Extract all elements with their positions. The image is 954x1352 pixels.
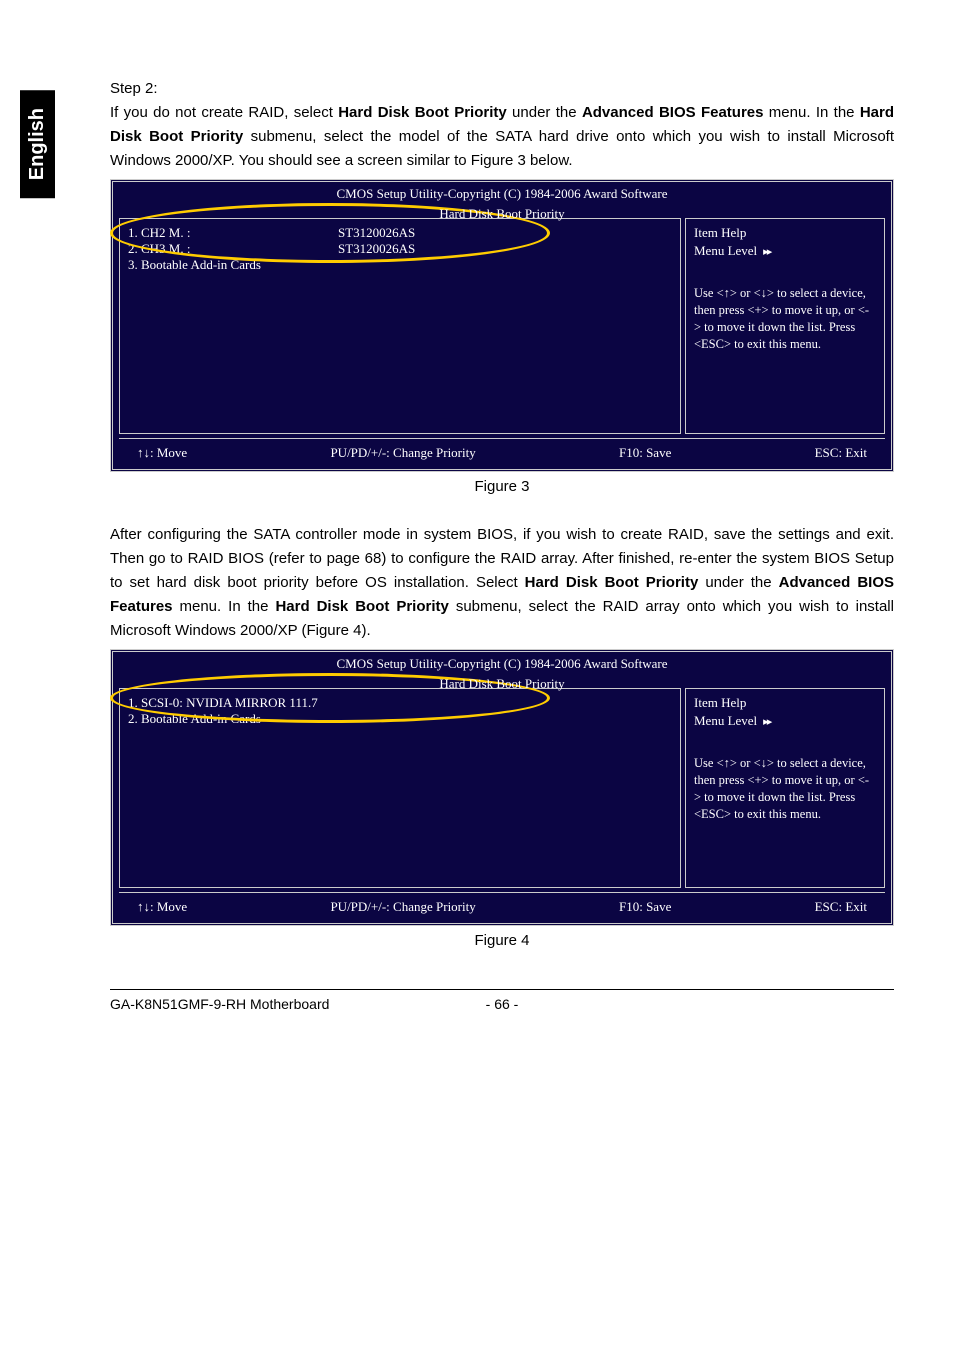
bios2-footer-move: ↑↓: Move xyxy=(137,899,187,915)
page-footer: GA-K8N51GMF-9-RH Motherboard - 66 - xyxy=(110,989,894,1012)
bios1-right-panel: Item Help Menu Level ▸▸ Use <↑> or <↓> t… xyxy=(685,218,885,434)
para2-bold3: Hard Disk Boot Priority xyxy=(275,598,448,615)
para1-bold1: Hard Disk Boot Priority xyxy=(338,104,507,121)
bios2-left-panel: 1. SCSI-0: NVIDIA MIRROR 111.7 2. Bootab… xyxy=(119,688,681,888)
bios1-subheader: Hard Disk Boot Priority xyxy=(113,206,891,222)
language-tab: English xyxy=(20,90,55,198)
bios1-header: CMOS Setup Utility-Copyright (C) 1984-20… xyxy=(113,182,891,202)
para1-mid1: under the xyxy=(507,104,582,121)
bios1-row-1: 2. CH3 M. : ST3120026AS xyxy=(128,241,672,257)
chevron-double-right-icon: ▸▸ xyxy=(763,715,770,728)
bios2-row-1: 2. Bootable Add-in Cards xyxy=(128,711,672,727)
bios-screenshot-2: CMOS Setup Utility-Copyright (C) 1984-20… xyxy=(110,649,894,926)
para1-bold2: Advanced BIOS Features xyxy=(582,104,764,121)
bios2-row0-c1: 1. SCSI-0: NVIDIA MIRROR 111.7 xyxy=(128,695,318,711)
bios1-row0-c2: ST3120026AS xyxy=(338,225,672,241)
step-label: Step 2: xyxy=(110,80,894,97)
para1-mid2: menu. In the xyxy=(763,104,859,121)
bios1-left-panel: 1. CH2 M. : ST3120026AS 2. CH3 M. : ST31… xyxy=(119,218,681,434)
bios2-item-help: Item Help xyxy=(694,695,876,711)
bios2-row-0: 1. SCSI-0: NVIDIA MIRROR 111.7 xyxy=(128,695,672,711)
bios1-help-text: Use <↑> or <↓> to select a device, then … xyxy=(694,285,876,353)
bios1-row1-c2: ST3120026AS xyxy=(338,241,672,257)
para2-mid1: under the xyxy=(698,574,778,591)
bios1-footer: ↑↓: Move PU/PD/+/-: Change Priority F10:… xyxy=(119,438,885,469)
bios1-footer-change: PU/PD/+/-: Change Priority xyxy=(330,445,475,461)
bios2-menu-level: Menu Level xyxy=(694,713,757,729)
bios2-row1-c1: 2. Bootable Add-in Cards xyxy=(128,711,261,727)
bios1-menu-level: Menu Level xyxy=(694,243,757,259)
bios1-footer-exit: ESC: Exit xyxy=(815,445,867,461)
bios1-row-0: 1. CH2 M. : ST3120026AS xyxy=(128,225,672,241)
para1-prefix: If you do not create RAID, select xyxy=(110,104,338,121)
bios1-row1-c1: 2. CH3 M. : xyxy=(128,241,338,257)
paragraph-2: After configuring the SATA controller mo… xyxy=(110,523,894,643)
chevron-double-right-icon: ▸▸ xyxy=(763,245,770,258)
bios-screenshot-1: CMOS Setup Utility-Copyright (C) 1984-20… xyxy=(110,179,894,472)
bios1-row0-c1: 1. CH2 M. : xyxy=(128,225,338,241)
figure-4-caption: Figure 4 xyxy=(110,932,894,949)
bios2-help-text: Use <↑> or <↓> to select a device, then … xyxy=(694,755,876,823)
bios2-footer-exit: ESC: Exit xyxy=(815,899,867,915)
para2-bold1: Hard Disk Boot Priority xyxy=(525,574,699,591)
bios2-header: CMOS Setup Utility-Copyright (C) 1984-20… xyxy=(113,652,891,672)
bios1-footer-move: ↑↓: Move xyxy=(137,445,187,461)
paragraph-1: If you do not create RAID, select Hard D… xyxy=(110,101,894,173)
bios1-footer-save: F10: Save xyxy=(619,445,671,461)
para2-mid2: menu. In the xyxy=(173,598,276,615)
bios2-footer-change: PU/PD/+/-: Change Priority xyxy=(330,899,475,915)
footer-left: GA-K8N51GMF-9-RH Motherboard xyxy=(110,996,486,1012)
bios2-footer: ↑↓: Move PU/PD/+/-: Change Priority F10:… xyxy=(119,892,885,923)
footer-page-number: - 66 - xyxy=(486,996,519,1012)
bios2-footer-save: F10: Save xyxy=(619,899,671,915)
bios1-row2-c1: 3. Bootable Add-in Cards xyxy=(128,257,261,273)
bios1-item-help: Item Help xyxy=(694,225,876,241)
bios2-subheader: Hard Disk Boot Priority xyxy=(113,676,891,692)
bios1-row-2: 3. Bootable Add-in Cards xyxy=(128,257,672,273)
bios2-right-panel: Item Help Menu Level ▸▸ Use <↑> or <↓> t… xyxy=(685,688,885,888)
figure-3-caption: Figure 3 xyxy=(110,478,894,495)
